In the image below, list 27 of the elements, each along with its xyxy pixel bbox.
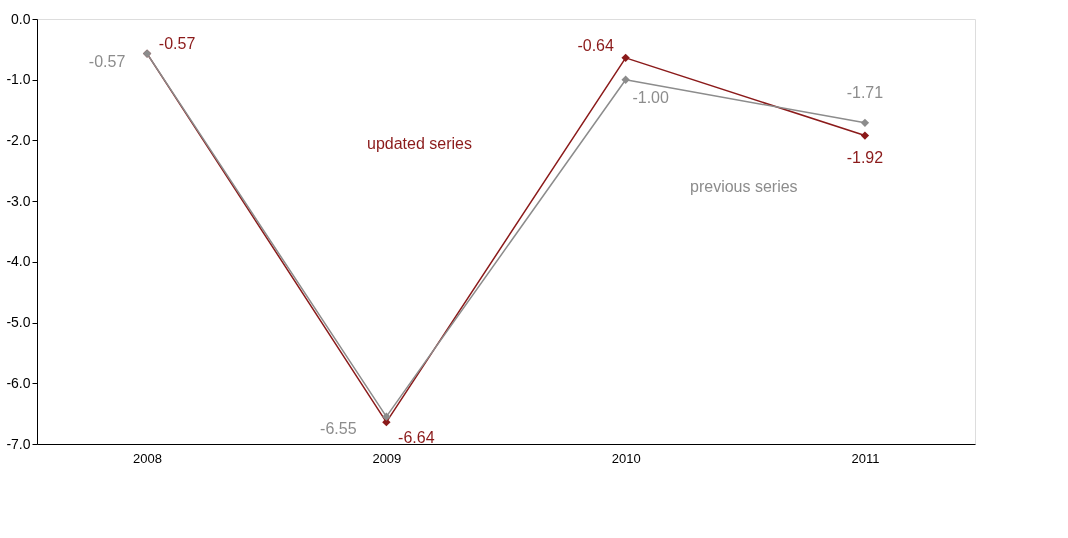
- data-label: -6.55: [320, 419, 357, 437]
- y-tick-label: -5.0: [6, 314, 31, 331]
- y-tick-label: -2.0: [6, 131, 31, 148]
- point: [382, 412, 391, 421]
- y-tick-label: -3.0: [6, 192, 31, 209]
- text: updated series: [367, 135, 472, 152]
- point: [860, 118, 870, 127]
- x-tick-label: 2008: [133, 450, 163, 466]
- x-tick-label: 2011: [851, 450, 880, 466]
- point: [860, 131, 870, 140]
- data-label: -1.92: [846, 148, 884, 166]
- data-label: -1.00: [632, 88, 669, 106]
- y-tick-label: -6.0: [6, 374, 31, 391]
- data-label: -0.57: [88, 52, 126, 70]
- point: [621, 75, 630, 84]
- y-tick-label: -4.0: [6, 253, 31, 270]
- y-tick-label: 0.0: [11, 10, 31, 27]
- data-label: -0.57: [158, 34, 196, 52]
- data-label: -1.71: [846, 83, 884, 101]
- x-tick-label: 2009: [372, 450, 402, 466]
- data-label: -6.64: [398, 429, 435, 447]
- x-tick-label: 2010: [611, 450, 641, 466]
- text: previous series: [690, 178, 798, 195]
- point: [621, 53, 630, 63]
- y-tick-label: -1.0: [6, 71, 31, 88]
- y-tick-label: -7.0: [6, 435, 31, 452]
- data-label: -0.64: [577, 36, 614, 54]
